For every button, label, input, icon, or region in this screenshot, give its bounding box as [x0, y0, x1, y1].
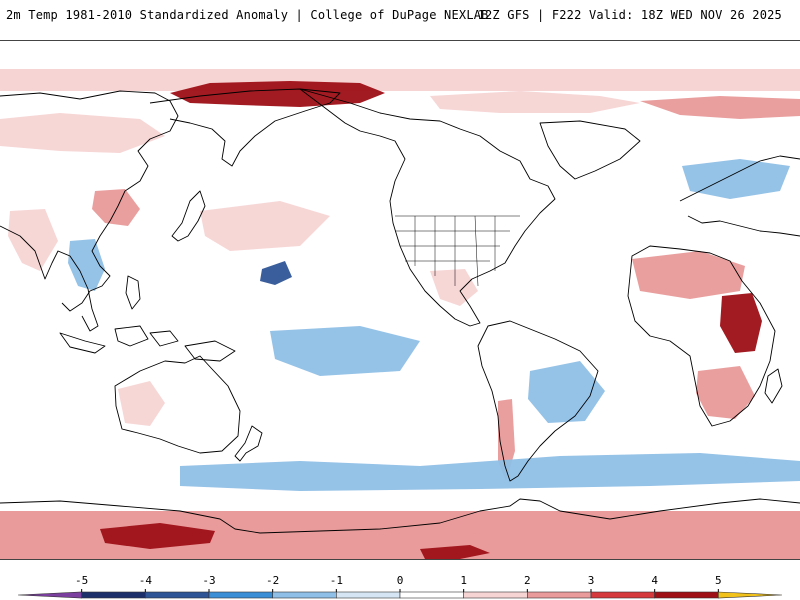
colorbar-bin	[336, 591, 401, 599]
anomaly-patch-sahel	[632, 251, 745, 299]
colorbar-tick-label: 0	[397, 574, 404, 587]
anomaly-patch-east-africa	[720, 293, 762, 353]
map-title: 2m Temp 1981-2010 Standardized Anomaly |…	[6, 8, 489, 22]
colorbar-bin	[463, 591, 528, 599]
colorbar-bin	[17, 591, 82, 599]
colorbar-tick-label: -3	[202, 574, 215, 587]
colorbar-tick-label: -1	[330, 574, 343, 587]
colorbar-bin	[590, 591, 655, 599]
anomaly-patch-siberia-kazakhstan	[0, 113, 165, 153]
coastline-antarctica	[0, 498, 800, 534]
anomaly-patch-antarctica-ross-sector	[100, 523, 215, 549]
coastline-kamchatka	[149, 88, 341, 167]
anomaly-patch-china-south	[92, 189, 140, 226]
anomaly-patch-india	[8, 209, 58, 271]
colorbar-bin	[718, 591, 783, 599]
colorbar-tick-label: 5	[715, 574, 722, 587]
colorbar-bin	[145, 591, 210, 599]
anomaly-colorbar: -5 -4 -3 -2 -1 0 1 2 3 4 5	[0, 562, 800, 600]
colorbar-bin	[208, 591, 273, 599]
colorbar-tick-labels: -5 -4 -3 -2 -1 0 1 2 3 4 5	[75, 574, 722, 587]
anomaly-patch-antarctica-east	[600, 517, 800, 551]
coastline-asia-east	[0, 90, 179, 312]
anomaly-map	[0, 40, 800, 560]
coastline-south-america	[477, 320, 599, 482]
coastline-philippines	[125, 275, 141, 310]
colorbar-tick-label: -4	[139, 574, 153, 587]
anomaly-patch-central-pacific-jet	[260, 261, 292, 285]
coastline-africa	[627, 245, 776, 427]
colorbar-tick-label: 1	[460, 574, 467, 587]
anomaly-patch-antarctica-weddell	[380, 533, 540, 556]
coastline-india	[0, 225, 99, 332]
coastline-indonesia	[59, 325, 236, 362]
coastline-japan	[171, 190, 206, 242]
anomaly-patch-northwest-pacific	[200, 201, 330, 251]
anomaly-map-svg	[0, 41, 800, 559]
colorbar-tick-label: -2	[266, 574, 279, 587]
anomaly-patch-europe	[682, 159, 790, 199]
anomaly-patch-south-africa	[696, 366, 755, 419]
anomaly-patch-antarctica-amery	[420, 545, 490, 559]
anomaly-patch-north-america-central	[420, 159, 520, 221]
coastline-australia	[114, 355, 241, 454]
colorbar-tick-label: 3	[588, 574, 595, 587]
colorbar-tick-label: 2	[524, 574, 531, 587]
anomaly-patch-arctic-northern-canada	[430, 91, 640, 113]
anomaly-patch-tropical-pacific-south	[270, 326, 420, 376]
colorbar-bin	[527, 591, 592, 599]
coastline-europe	[679, 155, 800, 237]
anomaly-patch-arctic-scandinavia	[640, 96, 800, 119]
colorbar-bins	[17, 591, 783, 599]
anomaly-patch-arctic-bering	[170, 81, 385, 107]
colorbar-svg: -5 -4 -3 -2 -1 0 1 2 3 4 5	[17, 574, 783, 599]
anomaly-patch-southern-ocean	[180, 453, 800, 491]
colorbar-bin	[654, 591, 719, 599]
state-borders-usa	[395, 215, 520, 287]
coastline-north-america	[299, 88, 556, 327]
anomaly-patch-southeast-asia	[68, 239, 105, 291]
anomaly-band-arctic	[0, 69, 800, 91]
colorbar-bin	[272, 591, 337, 599]
colorbar-bin	[81, 591, 146, 599]
colorbar-tick-label: -5	[75, 574, 88, 587]
anomaly-field-layer	[0, 69, 800, 559]
anomaly-patch-mexico	[430, 269, 478, 306]
coastline-layer	[0, 88, 800, 534]
map-header: 2m Temp 1981-2010 Standardized Anomaly |…	[0, 0, 800, 32]
colorbar-tick-marks	[81, 589, 719, 592]
colorbar-bin	[399, 591, 464, 599]
coastline-greenland	[539, 120, 641, 180]
coastline-madagascar	[764, 368, 783, 404]
model-run-info: 12Z GFS | F222 Valid: 18Z WED NOV 26 202…	[477, 8, 782, 22]
anomaly-patch-australia-west	[118, 381, 165, 426]
anomaly-patch-south-america-east	[528, 361, 605, 423]
colorbar-tick-label: 4	[651, 574, 658, 587]
coastline-new-zealand	[234, 425, 263, 462]
